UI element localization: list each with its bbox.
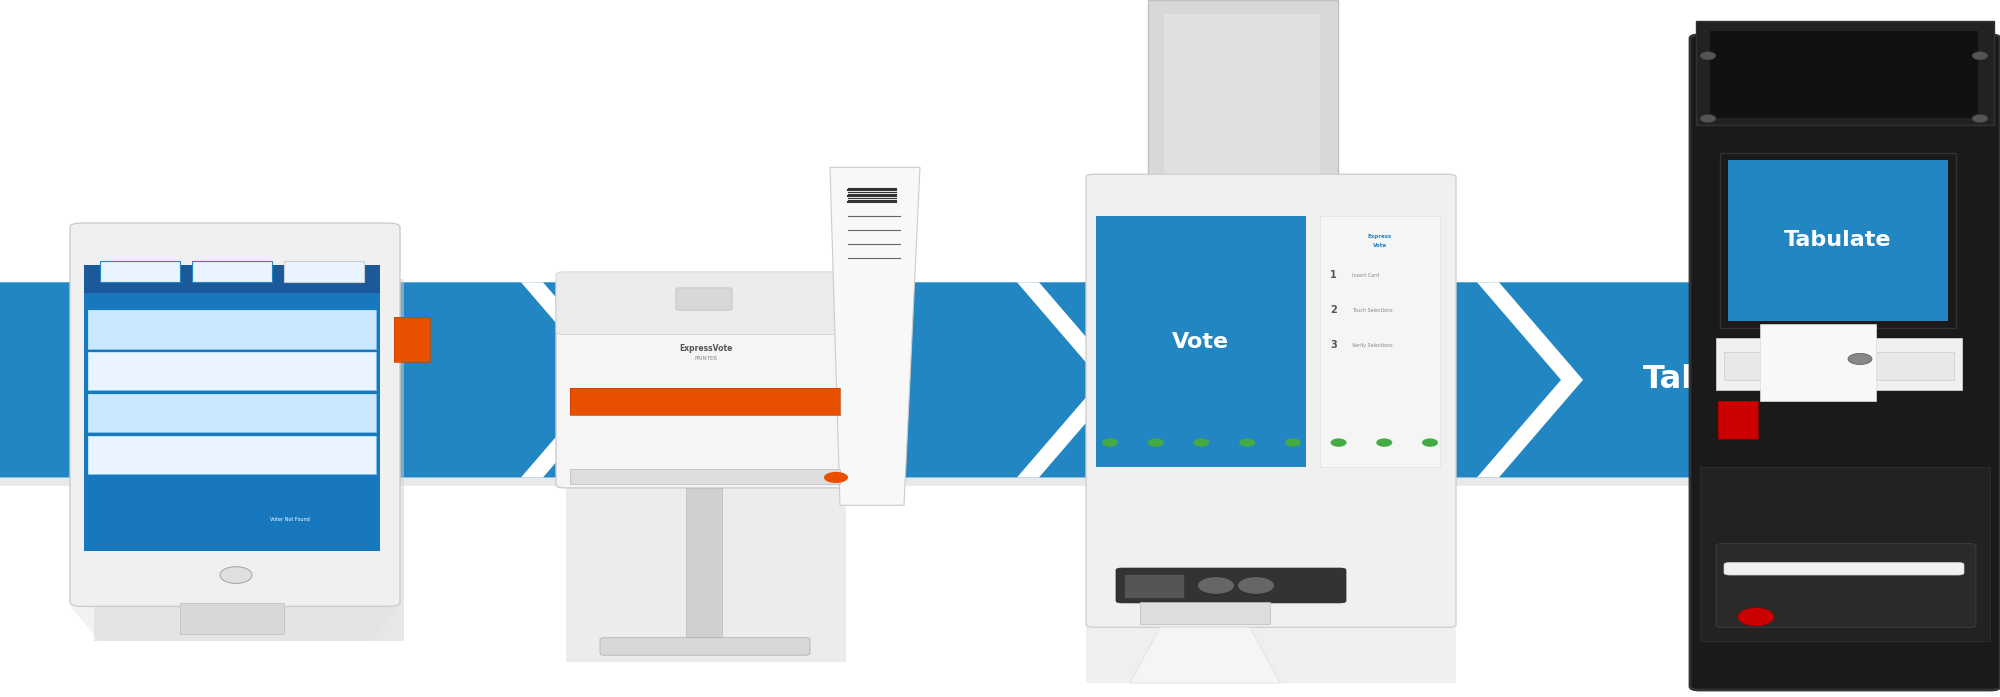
Bar bbox=[1728, 160, 1948, 321]
Text: Vote: Vote bbox=[1172, 332, 1228, 351]
FancyBboxPatch shape bbox=[556, 272, 856, 335]
Bar bbox=[88, 394, 376, 432]
Bar bbox=[1124, 574, 1184, 598]
Bar bbox=[1086, 627, 1456, 683]
Bar bbox=[570, 388, 840, 415]
FancyBboxPatch shape bbox=[600, 638, 810, 655]
Bar bbox=[1320, 216, 1440, 467]
Text: 2: 2 bbox=[1330, 305, 1336, 315]
FancyBboxPatch shape bbox=[556, 279, 856, 488]
FancyBboxPatch shape bbox=[1690, 35, 2000, 690]
Bar bbox=[1760, 324, 1876, 401]
FancyBboxPatch shape bbox=[1086, 174, 1456, 627]
FancyBboxPatch shape bbox=[1116, 568, 1346, 603]
Bar bbox=[1718, 401, 1758, 439]
Bar bbox=[88, 310, 376, 348]
Polygon shape bbox=[830, 167, 920, 505]
FancyBboxPatch shape bbox=[230, 505, 350, 533]
Bar bbox=[88, 310, 376, 348]
Ellipse shape bbox=[1700, 52, 1716, 60]
Text: Verify Selections: Verify Selections bbox=[1352, 342, 1392, 348]
FancyBboxPatch shape bbox=[70, 223, 400, 606]
Bar bbox=[1710, 31, 1978, 118]
Text: Vote: Vote bbox=[1372, 243, 1388, 248]
Ellipse shape bbox=[1102, 438, 1118, 447]
Ellipse shape bbox=[1422, 438, 1438, 447]
Bar bbox=[570, 469, 840, 484]
Ellipse shape bbox=[1848, 353, 1872, 365]
Bar bbox=[88, 436, 376, 474]
Ellipse shape bbox=[1198, 577, 1234, 594]
Bar bbox=[686, 488, 722, 641]
Bar bbox=[284, 261, 364, 282]
Text: 3: 3 bbox=[1330, 340, 1336, 350]
Text: PRINTER: PRINTER bbox=[694, 356, 718, 362]
Polygon shape bbox=[0, 282, 1970, 477]
Bar bbox=[1148, 0, 1338, 279]
Text: Tabulate: Tabulate bbox=[1642, 365, 1798, 395]
Bar bbox=[1140, 602, 1270, 624]
Bar bbox=[1718, 401, 1758, 439]
Bar bbox=[394, 317, 430, 362]
Text: Check in: Check in bbox=[148, 365, 300, 395]
Polygon shape bbox=[1018, 282, 1124, 477]
Ellipse shape bbox=[1240, 438, 1256, 447]
Polygon shape bbox=[1476, 282, 1584, 477]
Text: Tabulate: Tabulate bbox=[1784, 231, 1892, 250]
Bar bbox=[88, 352, 376, 390]
Text: Vote: Vote bbox=[1108, 365, 1188, 395]
Text: Insert Card: Insert Card bbox=[1352, 273, 1380, 278]
Bar bbox=[84, 265, 380, 551]
Polygon shape bbox=[520, 282, 628, 477]
Text: Voter Not Found: Voter Not Found bbox=[270, 516, 310, 522]
Bar bbox=[1164, 14, 1320, 265]
Ellipse shape bbox=[1148, 438, 1164, 447]
Ellipse shape bbox=[1376, 438, 1392, 447]
Ellipse shape bbox=[1330, 438, 1346, 447]
Ellipse shape bbox=[1194, 438, 1210, 447]
Ellipse shape bbox=[220, 567, 252, 583]
Ellipse shape bbox=[1284, 438, 1300, 447]
Bar bbox=[1720, 153, 1956, 328]
Ellipse shape bbox=[1738, 608, 1774, 626]
Text: Receive ballot: Receive ballot bbox=[582, 365, 838, 395]
Text: Express: Express bbox=[1368, 234, 1392, 240]
Ellipse shape bbox=[1972, 52, 1988, 60]
Bar bbox=[88, 436, 376, 474]
Bar bbox=[94, 279, 404, 641]
Ellipse shape bbox=[1972, 114, 1988, 123]
Bar bbox=[1716, 338, 1962, 390]
Bar bbox=[88, 352, 376, 390]
Bar bbox=[1700, 467, 1990, 641]
Polygon shape bbox=[70, 606, 400, 641]
Bar bbox=[566, 300, 846, 662]
Polygon shape bbox=[0, 291, 1970, 486]
Bar bbox=[192, 261, 272, 282]
Bar bbox=[88, 394, 376, 432]
Bar bbox=[180, 603, 284, 634]
Bar bbox=[100, 261, 180, 282]
Bar bbox=[1724, 352, 1954, 380]
FancyBboxPatch shape bbox=[676, 288, 732, 310]
Ellipse shape bbox=[1700, 114, 1716, 123]
Bar bbox=[1096, 216, 1306, 467]
Ellipse shape bbox=[1238, 577, 1274, 594]
Ellipse shape bbox=[824, 472, 848, 483]
FancyBboxPatch shape bbox=[1716, 544, 1976, 627]
Polygon shape bbox=[1696, 21, 1994, 125]
Text: Touch Selections: Touch Selections bbox=[1352, 307, 1392, 313]
Bar bbox=[394, 317, 430, 362]
FancyBboxPatch shape bbox=[1724, 562, 1964, 575]
Bar bbox=[570, 388, 840, 415]
Text: 1: 1 bbox=[1330, 270, 1336, 280]
Polygon shape bbox=[1130, 627, 1280, 683]
Bar bbox=[84, 265, 380, 293]
Text: ExpressVote: ExpressVote bbox=[680, 344, 732, 353]
